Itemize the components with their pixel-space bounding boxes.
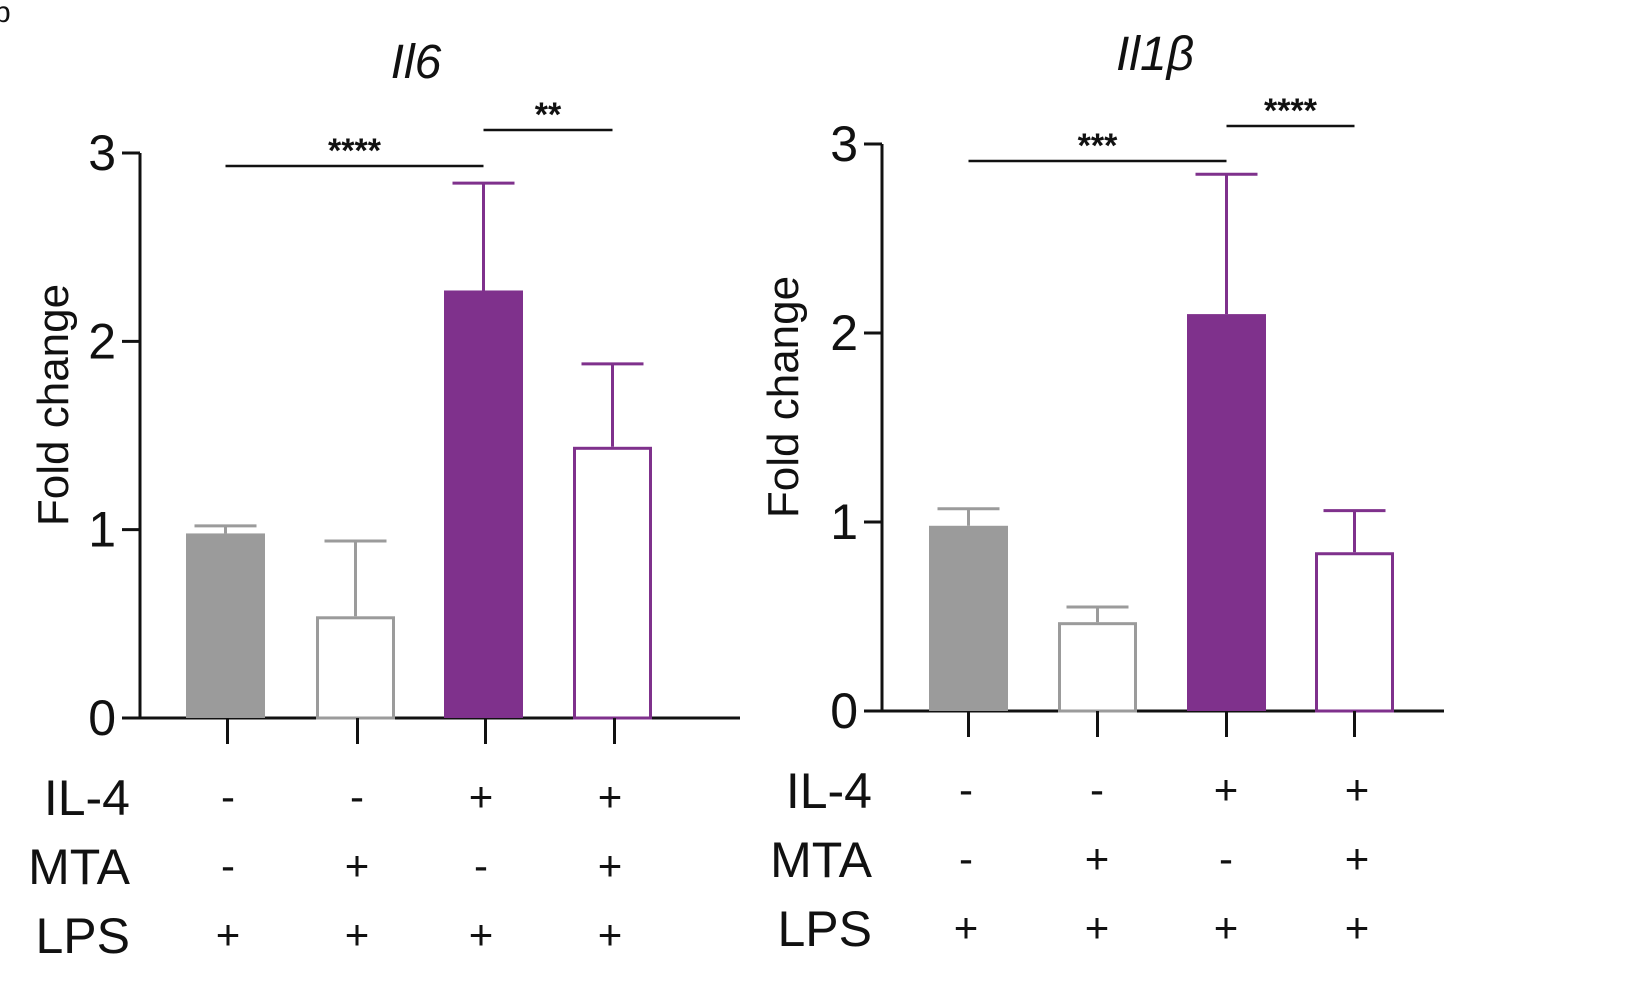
y-tick-label: 3 xyxy=(830,116,858,172)
condition-value: - xyxy=(959,835,973,882)
condition-value: + xyxy=(1345,835,1370,882)
condition-value: - xyxy=(959,766,973,813)
y-tick-label: 1 xyxy=(88,502,116,558)
condition-value: + xyxy=(1345,904,1370,951)
condition-value: + xyxy=(469,911,494,958)
condition-label: LPS xyxy=(777,901,872,957)
condition-value: + xyxy=(345,911,370,958)
bar xyxy=(316,616,395,720)
condition-label: IL-4 xyxy=(44,770,130,826)
bar xyxy=(929,525,1008,711)
condition-value: + xyxy=(598,773,623,820)
bar xyxy=(444,290,523,718)
y-axis-label: Fold change xyxy=(759,276,808,518)
y-tick-label: 2 xyxy=(830,305,858,361)
y-tick-label: 1 xyxy=(830,494,858,550)
y-tick-label: 3 xyxy=(88,125,116,181)
condition-label: MTA xyxy=(770,832,872,888)
y-tick-label: 0 xyxy=(88,690,116,746)
condition-value: - xyxy=(350,773,364,820)
condition-value: + xyxy=(345,842,370,889)
panel-letter: b xyxy=(0,0,11,29)
bar xyxy=(1187,314,1266,711)
chart-title: Il6 xyxy=(391,36,442,89)
condition-value: + xyxy=(954,904,979,951)
condition-value: + xyxy=(1085,835,1110,882)
condition-value: - xyxy=(221,842,235,889)
condition-value: - xyxy=(474,842,488,889)
significance-stars: *** xyxy=(1078,127,1118,165)
condition-label: LPS xyxy=(35,908,130,964)
y-tick-label: 0 xyxy=(830,683,858,739)
bar xyxy=(1058,622,1137,713)
bar xyxy=(573,446,652,720)
condition-value: + xyxy=(1214,766,1239,813)
condition-value: + xyxy=(216,911,241,958)
chart-title: Il1β xyxy=(1116,28,1194,81)
condition-value: + xyxy=(598,911,623,958)
bar xyxy=(1315,552,1394,713)
condition-value: + xyxy=(1085,904,1110,951)
condition-value: + xyxy=(598,842,623,889)
bar xyxy=(186,533,265,718)
condition-value: - xyxy=(1090,766,1104,813)
condition-value: + xyxy=(1214,904,1239,951)
significance-stars: **** xyxy=(1264,92,1318,130)
condition-value: - xyxy=(1219,835,1233,882)
significance-stars: ** xyxy=(535,96,562,134)
condition-value: - xyxy=(221,773,235,820)
condition-value: + xyxy=(1345,766,1370,813)
condition-value: + xyxy=(469,773,494,820)
y-axis-label: Fold change xyxy=(29,284,78,526)
condition-label: MTA xyxy=(28,839,130,895)
significance-stars: **** xyxy=(328,132,382,170)
condition-label: IL-4 xyxy=(786,763,872,819)
y-tick-label: 2 xyxy=(88,313,116,369)
